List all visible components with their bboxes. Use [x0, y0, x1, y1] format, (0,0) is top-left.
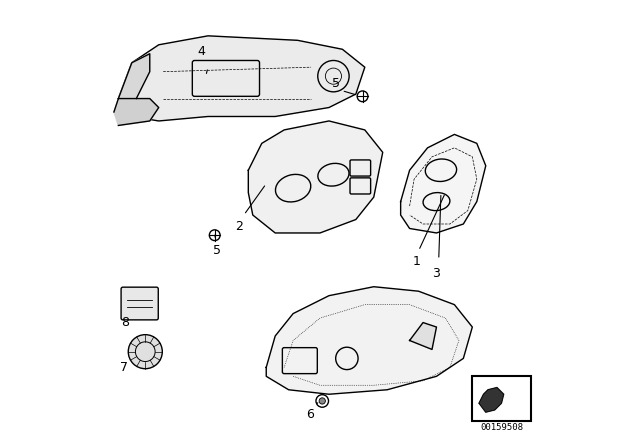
Text: 4: 4: [197, 45, 205, 58]
Circle shape: [128, 335, 163, 369]
Text: 3: 3: [431, 267, 440, 280]
Text: 5: 5: [213, 244, 221, 257]
Polygon shape: [114, 99, 159, 125]
Polygon shape: [410, 323, 436, 349]
Circle shape: [319, 398, 325, 404]
Text: 5: 5: [332, 77, 340, 90]
Polygon shape: [118, 54, 150, 99]
FancyBboxPatch shape: [121, 287, 158, 320]
Text: 00159508: 00159508: [480, 423, 523, 432]
Text: 2: 2: [236, 220, 243, 233]
Text: 7: 7: [120, 361, 128, 374]
Text: 6: 6: [306, 408, 314, 421]
Polygon shape: [266, 287, 472, 394]
Text: 8: 8: [121, 316, 129, 329]
Text: 1: 1: [412, 255, 420, 268]
Polygon shape: [401, 134, 486, 233]
Polygon shape: [118, 36, 365, 121]
Polygon shape: [479, 388, 504, 412]
Polygon shape: [248, 121, 383, 233]
